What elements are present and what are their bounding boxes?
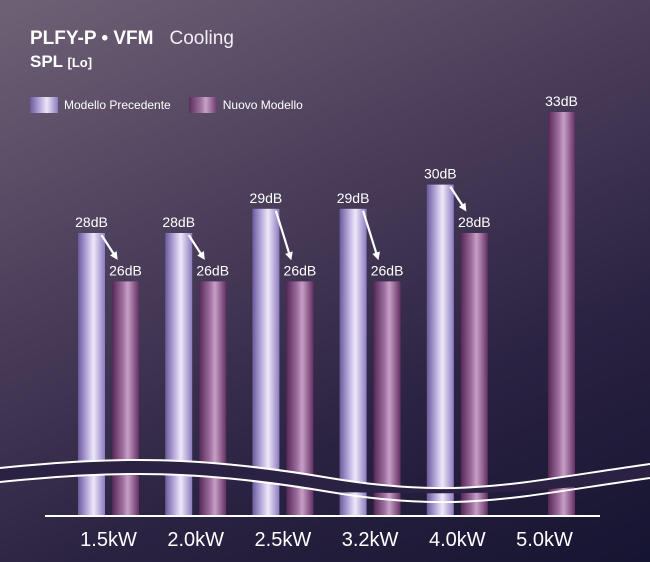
legend-swatch-prev xyxy=(30,97,58,113)
bar-prev-2 xyxy=(252,208,280,517)
bar-new-0 xyxy=(112,281,139,516)
chart-subtitle: SPL [Lo] xyxy=(30,52,92,72)
legend-label-prev: Modello Precedente xyxy=(64,98,171,112)
title-mode: Cooling xyxy=(169,28,234,49)
legend-item-new: Nuovo Modello xyxy=(188,97,303,113)
chart-title: PLFY-P • VFM Cooling xyxy=(30,28,234,50)
legend: Modello Precedente Nuovo Modello xyxy=(30,97,321,113)
x-tick-label-0: 1.5kW xyxy=(80,529,137,551)
x-tick-label-2: 2.5kW xyxy=(255,529,312,551)
axis-break-band xyxy=(0,459,650,494)
value-label-new-4: 28dB xyxy=(458,214,491,230)
legend-swatch-new xyxy=(188,97,217,113)
change-arrow-1 xyxy=(187,234,205,260)
bar-new-5 xyxy=(548,112,575,516)
change-arrow-0 xyxy=(100,234,118,260)
axis-break-line-bottom xyxy=(0,472,650,504)
bar-new-1 xyxy=(199,281,227,516)
value-label-prev-2: 29dB xyxy=(250,190,283,206)
bar-new-3 xyxy=(373,281,401,516)
x-tick-label-4: 4.0kW xyxy=(429,529,486,551)
change-arrow-2 xyxy=(274,210,293,261)
bar-prev-3 xyxy=(339,208,367,517)
value-label-prev-4: 30dB xyxy=(424,166,457,182)
change-arrow-4 xyxy=(449,186,467,212)
x-tick-label-5: 5.0kW xyxy=(516,529,573,551)
value-label-prev-3: 29dB xyxy=(337,190,370,206)
change-arrow-3 xyxy=(362,210,380,261)
value-label-prev-1: 28dB xyxy=(162,214,195,230)
value-label-new-1: 26dB xyxy=(196,262,229,278)
subtitle-suffix: [Lo] xyxy=(67,55,93,70)
x-tick-label-3: 3.2kW xyxy=(342,529,399,551)
axis-break-line-top xyxy=(0,458,650,490)
value-label-new-3: 26dB xyxy=(371,262,404,278)
legend-item-prev: Modello Precedente xyxy=(30,97,171,113)
x-tick-label-1: 2.0kW xyxy=(167,529,224,551)
value-label-new-2: 26dB xyxy=(284,262,317,278)
subtitle-text: SPL xyxy=(30,52,63,71)
value-label-new-5: 33dB xyxy=(545,93,578,109)
bar-new-4 xyxy=(460,233,488,516)
value-label-prev-0: 28dB xyxy=(75,214,108,230)
bar-prev-4 xyxy=(426,184,454,516)
value-label-new-0: 26dB xyxy=(109,262,142,278)
legend-label-new: Nuovo Modello xyxy=(222,98,303,112)
title-model: PLFY-P • VFM xyxy=(30,28,154,49)
